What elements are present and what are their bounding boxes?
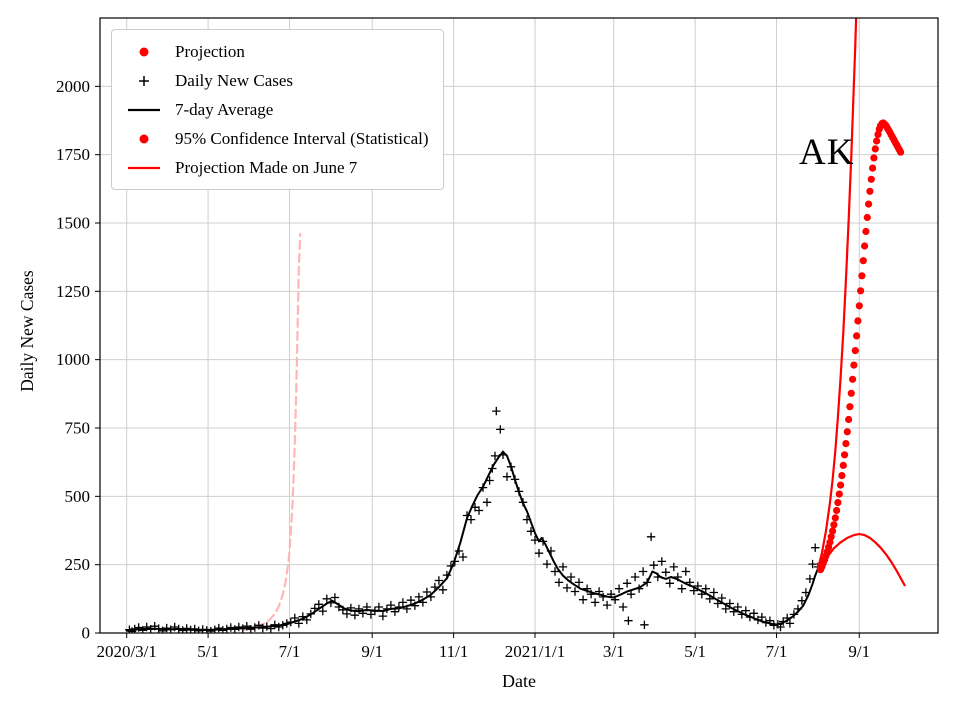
series-projection-dots — [817, 119, 905, 574]
legend-item-confidence-interval: 95% Confidence Interval (Statistical) — [122, 124, 429, 153]
y-tick-label: 1750 — [56, 145, 90, 164]
x-tick-label: 5/1 — [684, 642, 706, 661]
state-annotation: AK — [799, 132, 855, 173]
projection-line-icon — [122, 160, 166, 176]
x-tick-label: 5/1 — [197, 642, 219, 661]
legend-label: 7-day Average — [175, 99, 274, 119]
x-tick-label: 7/1 — [766, 642, 788, 661]
x-axis-title: Date — [502, 671, 536, 691]
x-tick-label: 3/1 — [603, 642, 625, 661]
series-daily-new-cases — [125, 406, 823, 633]
legend: Projection Daily New Cases 7-day Average… — [111, 29, 444, 190]
legend-item-projection: Projection — [122, 37, 429, 66]
y-axis-title: Daily New Cases — [17, 270, 37, 392]
x-tick-label: 7/1 — [279, 642, 301, 661]
y-tick-label: 1500 — [56, 214, 90, 233]
legend-label: Projection Made on June 7 — [175, 157, 358, 177]
legend-item-projection-june7: Projection Made on June 7 — [122, 153, 429, 182]
y-tick-label: 0 — [82, 624, 91, 643]
x-tick-label: 11/1 — [439, 642, 469, 661]
legend-item-daily-new-cases: Daily New Cases — [122, 66, 429, 95]
average-line-icon — [122, 102, 166, 118]
legend-item-7day-average: 7-day Average — [122, 95, 429, 124]
y-tick-label: 750 — [65, 419, 91, 438]
x-tick-label: 9/1 — [848, 642, 870, 661]
confidence-dot-icon — [122, 131, 166, 147]
y-tick-label: 1000 — [56, 350, 90, 369]
series-projection-june7 — [816, 532, 906, 587]
projection-dot-icon — [122, 44, 166, 60]
legend-label: 95% Confidence Interval (Statistical) — [175, 128, 429, 148]
plus-marker-icon — [122, 73, 166, 89]
x-tick-label: 2020/3/1 — [96, 642, 156, 661]
series-ci-upper — [816, 18, 858, 570]
y-tick-label: 250 — [65, 555, 91, 574]
legend-label: Projection — [175, 41, 245, 61]
y-tick-label: 1250 — [56, 282, 90, 301]
x-tick-label: 2021/1/1 — [505, 642, 565, 661]
x-tick-label: 9/1 — [361, 642, 383, 661]
series-old-projection — [243, 232, 302, 631]
plot-border — [99, 17, 939, 634]
y-tick-label: 500 — [65, 487, 91, 506]
tick-marks — [95, 85, 860, 638]
y-tick-label: 2000 — [56, 77, 90, 96]
legend-label: Daily New Cases — [175, 70, 294, 90]
